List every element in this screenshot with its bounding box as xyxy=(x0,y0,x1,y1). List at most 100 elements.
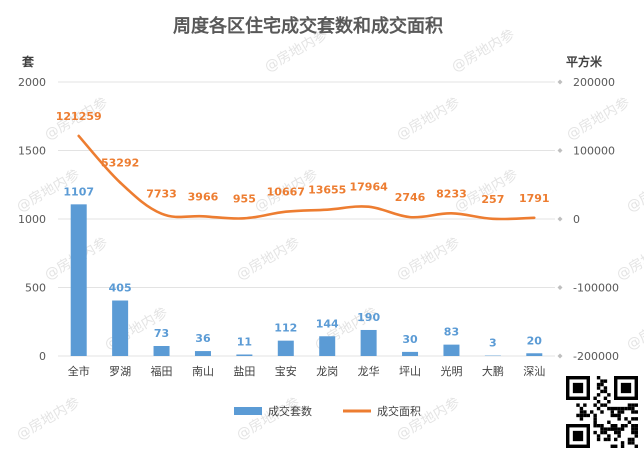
qr-module xyxy=(596,393,601,397)
watermark-text: @房地内参 xyxy=(624,166,644,216)
x-tick-label: 龙岗 xyxy=(316,365,338,378)
qr-module xyxy=(610,410,614,414)
y-tick-label-right: -200000 xyxy=(573,350,619,363)
qr-module xyxy=(600,379,604,383)
qr-module xyxy=(600,389,604,394)
qr-module xyxy=(614,437,618,442)
y-axis-unit-right: 平方米 xyxy=(566,54,603,69)
legend-label-line: 成交面积 xyxy=(377,404,421,418)
qr-module xyxy=(627,437,632,442)
line-data-label: 17964 xyxy=(349,181,388,194)
legend-swatch-bar xyxy=(234,407,262,415)
y-tick-label-left: 2000 xyxy=(18,76,46,89)
x-tick-label: 深汕 xyxy=(523,365,545,378)
qr-module xyxy=(610,424,614,428)
qr-module xyxy=(634,424,638,428)
bar-data-label: 73 xyxy=(154,327,169,340)
bar-data-label: 11 xyxy=(237,335,252,348)
qr-module xyxy=(600,430,604,435)
qr-module xyxy=(596,406,601,411)
x-tick-label: 盐田 xyxy=(233,365,255,378)
x-tick-label: 龙华 xyxy=(358,364,380,378)
bar-data-label: 405 xyxy=(109,282,132,295)
line-data-label: 955 xyxy=(233,192,256,205)
watermark-text: @房地内参 xyxy=(394,234,463,284)
qr-module xyxy=(614,424,618,428)
watermark-text: @房地内参 xyxy=(449,26,518,76)
qr-module xyxy=(624,406,628,411)
qr-module xyxy=(631,427,635,431)
line-data-label: 121259 xyxy=(56,110,102,123)
qr-module xyxy=(614,430,618,435)
qr-module xyxy=(579,406,584,411)
qr-module xyxy=(600,427,604,431)
qr-code xyxy=(566,376,638,448)
qr-module xyxy=(610,413,614,418)
qr-module xyxy=(620,424,625,428)
chart-title: 周度各区住宅成交套数和成交面积 xyxy=(173,15,443,37)
qr-module xyxy=(583,403,587,407)
x-tick-label: 宝安 xyxy=(275,364,297,378)
qr-module xyxy=(631,403,635,407)
x-tick-label: 南山 xyxy=(192,365,214,378)
bar xyxy=(70,204,87,356)
qr-module xyxy=(614,444,618,448)
watermark-text: @房地内参 xyxy=(564,94,633,144)
qr-module xyxy=(627,403,632,407)
qr-module xyxy=(600,382,604,387)
qr-module xyxy=(593,424,597,428)
x-tick-label: 光明 xyxy=(440,364,462,378)
qr-module xyxy=(603,389,608,394)
bar-data-label: 1107 xyxy=(63,185,94,198)
qr-module xyxy=(634,430,638,435)
qr-module xyxy=(596,434,601,438)
qr-finder xyxy=(572,430,584,442)
line-data-label: 13655 xyxy=(308,184,346,197)
watermark-text: @房地内参 xyxy=(394,94,463,144)
bar-data-label: 36 xyxy=(195,332,211,345)
x-tick-label: 福田 xyxy=(151,364,173,378)
qr-module xyxy=(596,400,601,404)
qr-module xyxy=(620,410,625,414)
qr-module xyxy=(624,417,628,421)
qr-module xyxy=(596,386,601,390)
qr-module xyxy=(614,406,618,411)
qr-module xyxy=(593,430,597,435)
qr-module xyxy=(579,410,584,414)
qr-module xyxy=(607,420,611,424)
y-axis-left: 0 500 1000 1500 2000 xyxy=(18,76,46,363)
line-data-label: 53292 xyxy=(101,156,139,169)
qr-module xyxy=(583,410,587,414)
qr-module xyxy=(627,420,632,424)
qr-module xyxy=(614,413,618,418)
x-tick-label: 罗湖 xyxy=(109,365,131,378)
bar-data-label: 83 xyxy=(444,326,459,339)
qr-module xyxy=(610,427,614,431)
bar xyxy=(319,336,336,356)
qr-module xyxy=(607,393,611,397)
gridlines xyxy=(58,79,563,359)
qr-module xyxy=(610,406,614,411)
y-tick-label-left: 1000 xyxy=(18,213,46,226)
qr-module xyxy=(596,437,601,442)
y-tick-label-left: 1500 xyxy=(18,145,46,158)
qr-module xyxy=(590,410,594,414)
qr-module xyxy=(603,427,608,431)
qr-module xyxy=(634,410,638,414)
qr-module xyxy=(617,406,621,411)
qr-module xyxy=(617,417,621,421)
y-tick-label-left: 500 xyxy=(25,282,46,295)
bar xyxy=(443,344,460,356)
bar-data-label: 20 xyxy=(527,334,543,347)
qr-module xyxy=(620,441,625,445)
qr-module xyxy=(600,424,604,428)
line-data-label: 257 xyxy=(481,193,504,206)
watermark-text: @房地内参 xyxy=(394,394,463,444)
bar xyxy=(153,345,170,356)
bar-data-label: 3 xyxy=(489,337,497,350)
bar xyxy=(526,353,543,356)
line-data-label: 2746 xyxy=(395,191,426,204)
tick-marker xyxy=(557,79,563,85)
qr-module xyxy=(576,413,580,418)
